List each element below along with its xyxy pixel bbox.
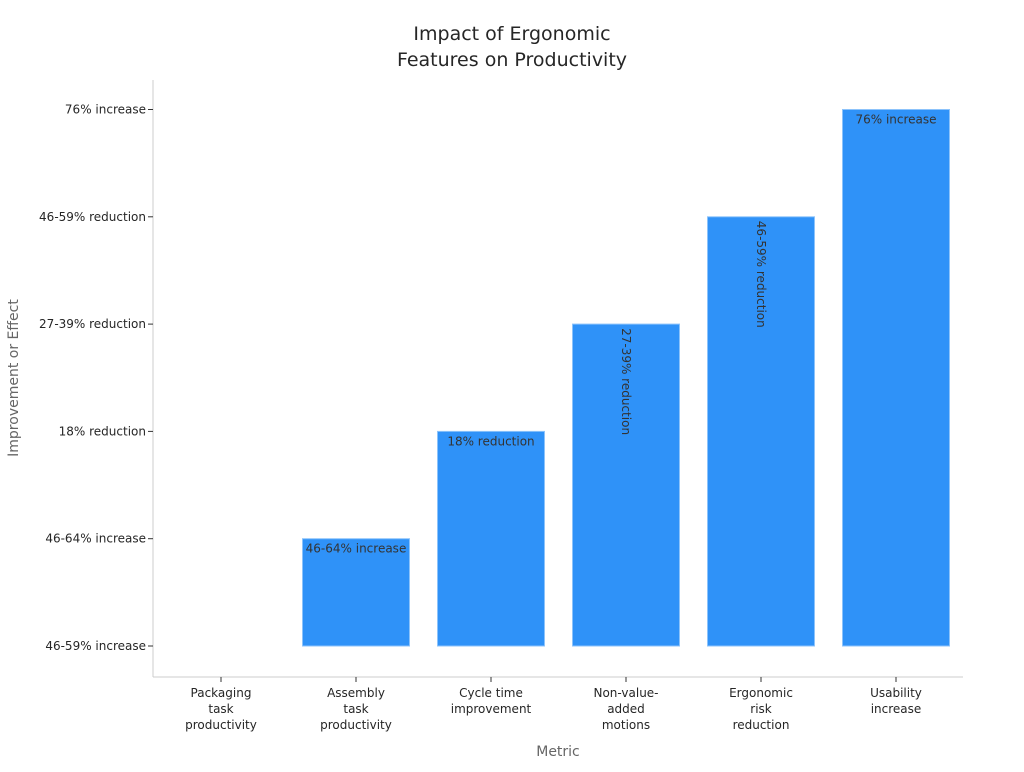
data-label: 46-59% reduction xyxy=(754,221,768,328)
bar xyxy=(572,323,680,647)
bar xyxy=(302,538,410,647)
x-tick-label: Packaging task productivity xyxy=(185,686,257,732)
y-tick-label: 27-39% reduction xyxy=(39,317,146,331)
y-tick-label: 46-64% increase xyxy=(45,532,146,546)
x-tick-label: Ergonomic risk reduction xyxy=(729,686,793,732)
bar xyxy=(842,109,950,647)
y-axis-label: Improvement or Effect xyxy=(6,299,22,457)
bar xyxy=(437,430,545,647)
bar xyxy=(707,216,815,647)
x-axis-label: Metric xyxy=(536,744,580,760)
x-tick-label: Assembly task productivity xyxy=(320,686,392,732)
y-tick-label: 46-59% reduction xyxy=(39,210,146,224)
y-tick-label: 76% increase xyxy=(65,103,146,117)
data-label: 27-39% reduction xyxy=(619,328,633,435)
y-tick-label: 18% reduction xyxy=(59,424,146,438)
data-label: 76% increase xyxy=(855,113,936,127)
chart-title-line-2: Features on Productivity xyxy=(397,49,627,71)
y-tick-label: 46-59% increase xyxy=(45,639,146,653)
data-label: 46-64% increase xyxy=(306,542,407,556)
x-tick-label: Non-value-added motions xyxy=(593,686,658,732)
data-label: 18% reduction xyxy=(447,434,534,448)
x-tick-label: Usability increase xyxy=(870,686,922,716)
x-tick-label: Cycle time improvement xyxy=(451,686,532,716)
chart-title-line-1: Impact of Ergonomic xyxy=(413,23,610,45)
